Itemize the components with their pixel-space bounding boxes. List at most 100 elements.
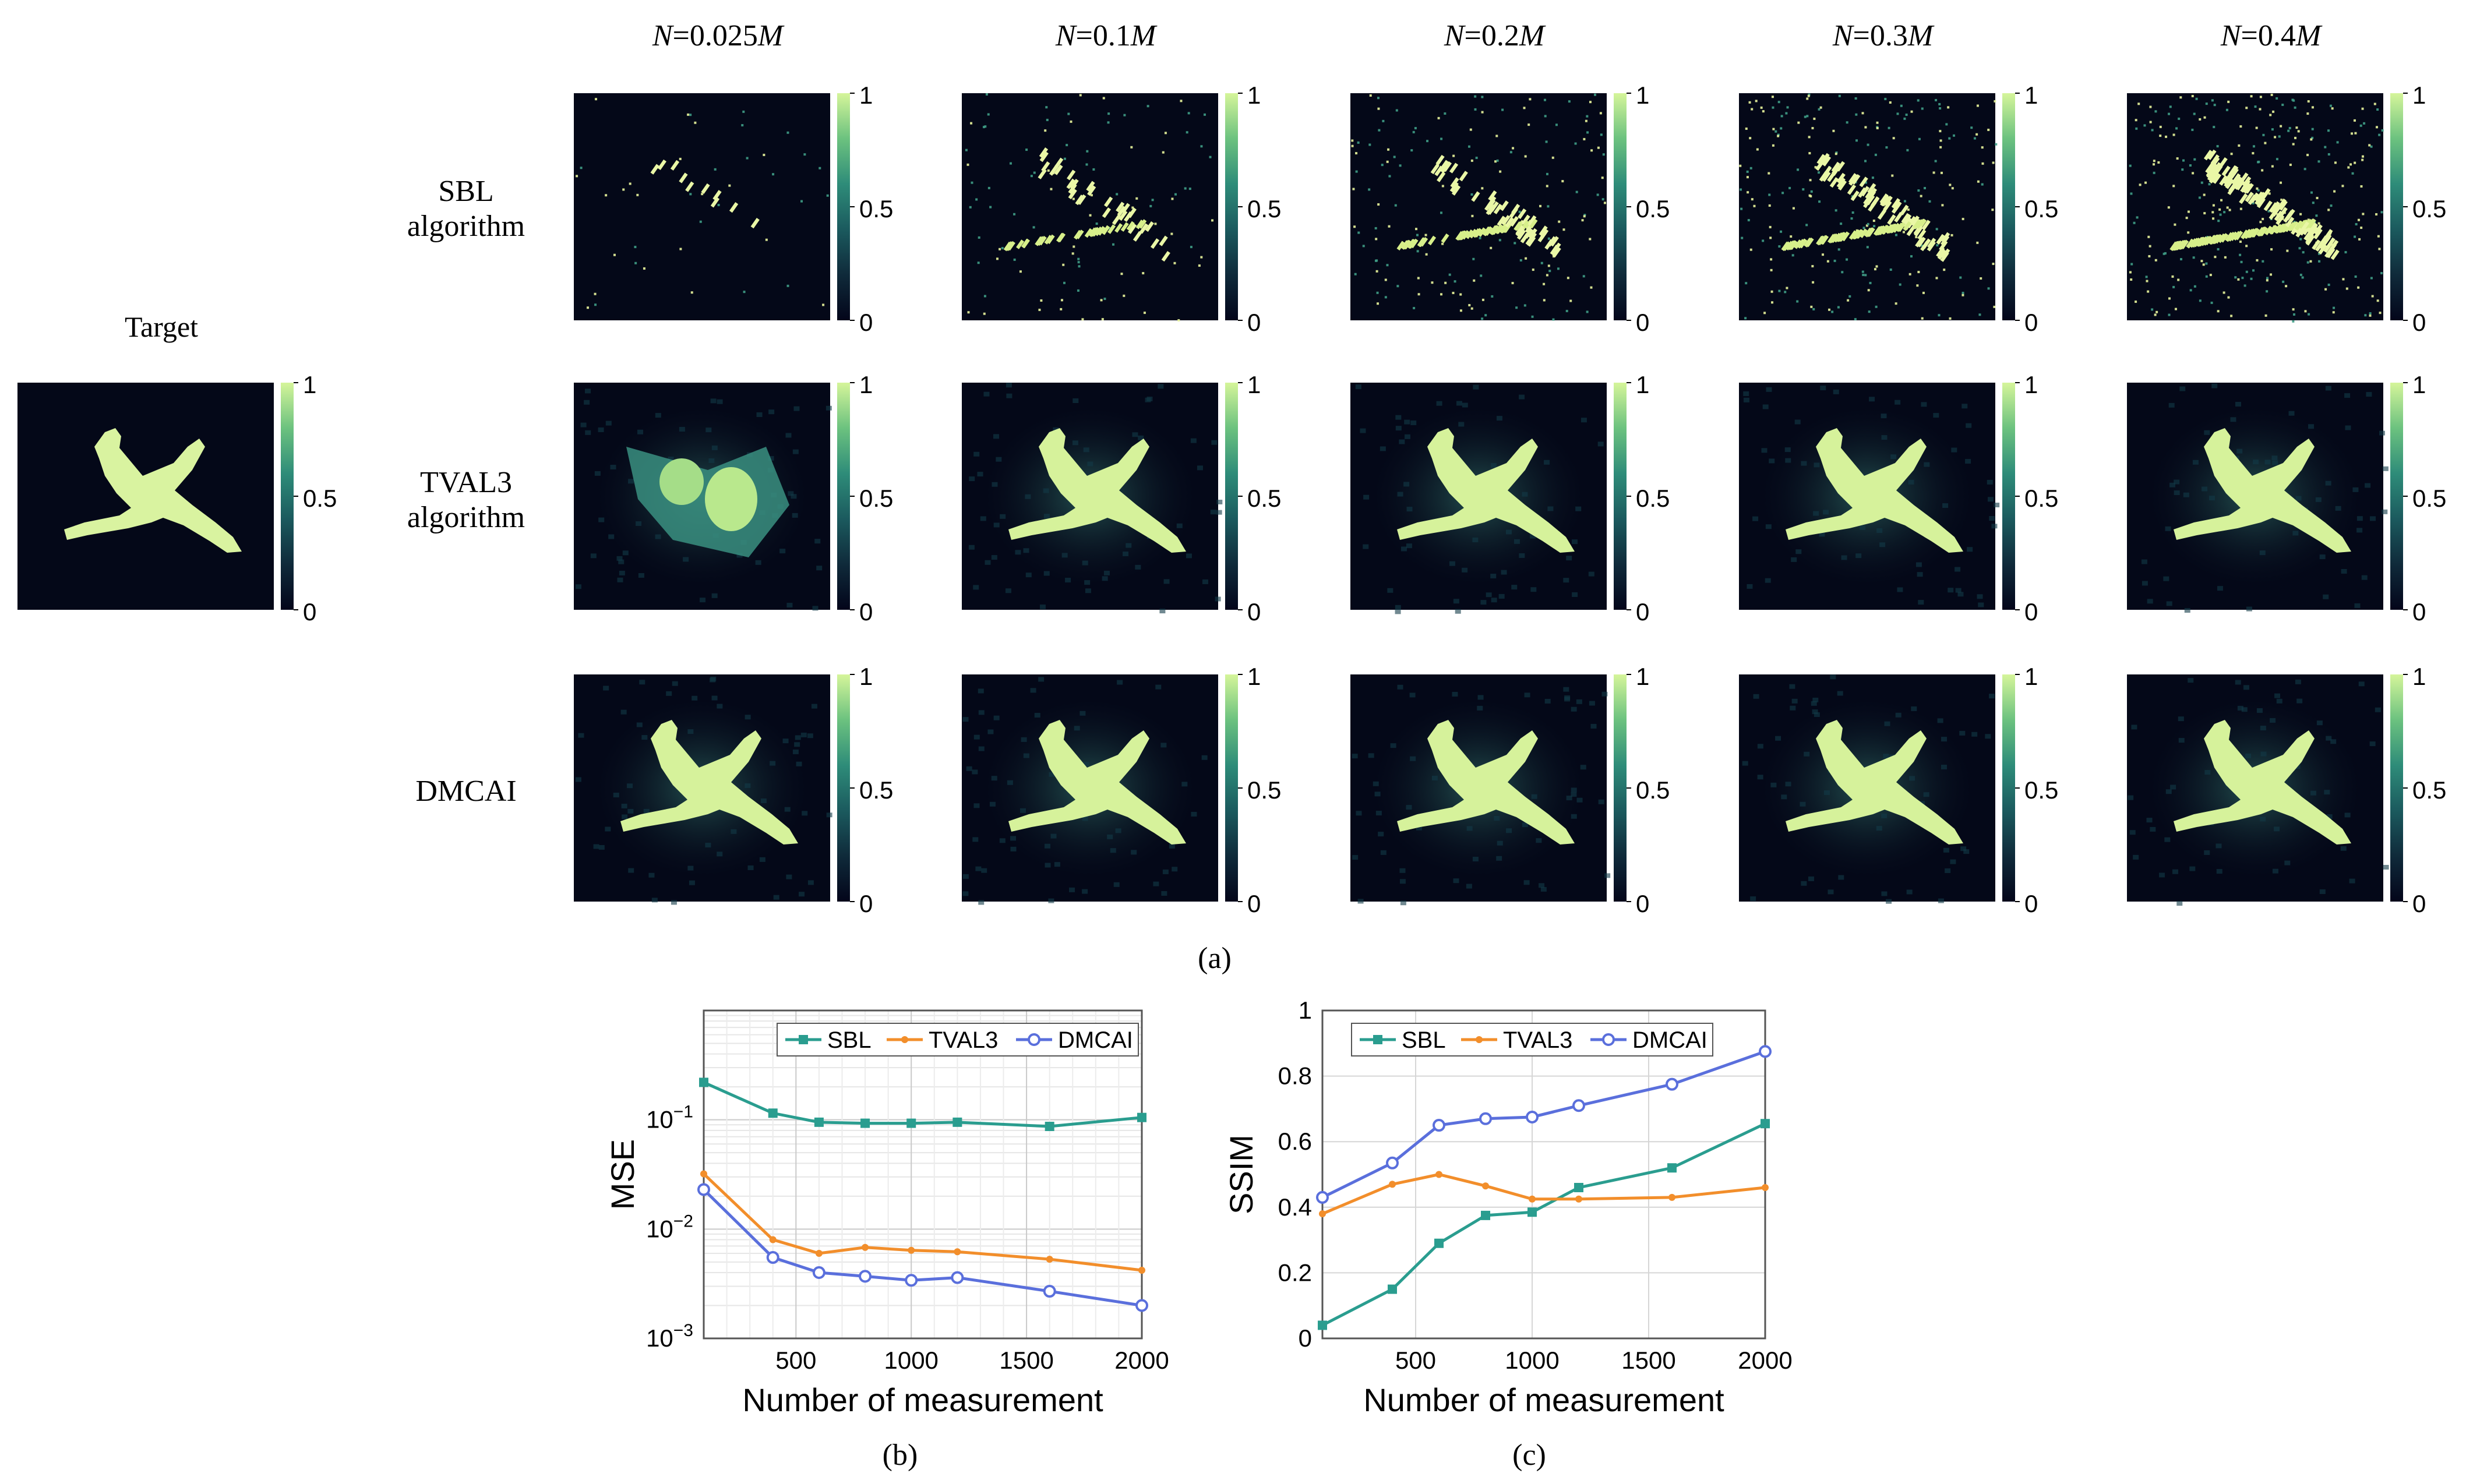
noise-patch bbox=[593, 844, 599, 849]
plane-streak bbox=[1039, 147, 1049, 158]
noise-patch bbox=[613, 793, 619, 798]
noise-dot bbox=[2364, 314, 2367, 317]
noise-dot bbox=[2217, 248, 2220, 250]
noise-patch bbox=[1750, 896, 1756, 902]
data-point-dmcai bbox=[812, 1266, 825, 1280]
noise-dot bbox=[1876, 121, 1879, 124]
noise-patch bbox=[2369, 741, 2376, 747]
noise-dot bbox=[1896, 112, 1899, 115]
noise-dot bbox=[2285, 285, 2288, 288]
noise-patch bbox=[2216, 869, 2222, 874]
noise-dot bbox=[1009, 162, 1012, 165]
noise-patch bbox=[2379, 430, 2385, 436]
noise-patch bbox=[784, 807, 791, 812]
plane-streak bbox=[2219, 175, 2228, 186]
noise-dot bbox=[2333, 190, 2336, 193]
panel-label-b: (b) bbox=[883, 1439, 918, 1472]
noise-dot bbox=[1546, 185, 1548, 188]
noise-dot bbox=[2292, 143, 2295, 146]
noise-patch bbox=[1890, 454, 1897, 460]
noise-patch bbox=[1410, 756, 1416, 761]
noise-dot bbox=[1045, 106, 1048, 109]
plane-streak bbox=[1497, 215, 1506, 227]
noise-dot bbox=[2130, 278, 2133, 281]
noise-dot bbox=[1070, 120, 1073, 123]
noise-patch bbox=[1820, 386, 1826, 391]
noise-dot bbox=[1921, 244, 1924, 247]
noise-dot bbox=[1501, 108, 1504, 111]
noise-dot bbox=[1211, 219, 1214, 222]
noise-dot bbox=[1417, 277, 1420, 280]
noise-dot bbox=[2252, 269, 2255, 272]
plane-streak bbox=[1903, 221, 1911, 231]
noise-dot bbox=[2175, 127, 2178, 130]
noise-patch bbox=[1761, 448, 1768, 453]
plane-streak bbox=[2309, 226, 2318, 237]
noise-dot bbox=[984, 125, 987, 128]
noise-dot bbox=[1410, 149, 1413, 152]
noise-dot bbox=[1100, 299, 1103, 302]
plane-streak bbox=[1007, 241, 1015, 251]
noise-dot bbox=[2169, 105, 2172, 108]
colorbar-tick-label: 0.5 bbox=[1247, 776, 1281, 804]
noise-dot bbox=[2262, 133, 2265, 136]
noise-dot bbox=[2159, 135, 2162, 137]
noise-dot bbox=[1103, 298, 1106, 301]
plane-streak bbox=[1915, 236, 1924, 248]
noise-patch bbox=[972, 837, 979, 842]
image-tile-sbl-3: 10.50 bbox=[1739, 82, 2058, 336]
noise-patch bbox=[745, 715, 751, 720]
noise-patch bbox=[1918, 600, 1924, 605]
noise-patch bbox=[1869, 397, 1875, 402]
noise-patch bbox=[1841, 555, 1847, 560]
plane-streak bbox=[1515, 225, 1525, 236]
colorbar: 10.50 bbox=[1614, 663, 1670, 917]
noise-dot bbox=[1543, 282, 1546, 285]
noise-patch bbox=[972, 769, 978, 775]
plane-streak bbox=[1850, 190, 1860, 202]
noise-patch bbox=[2308, 424, 2315, 429]
data-point-tval3 bbox=[1046, 1256, 1053, 1263]
noise-patch bbox=[985, 560, 991, 565]
noise-patch bbox=[708, 458, 715, 463]
legend-marker bbox=[1028, 1033, 1040, 1046]
noise-patch bbox=[975, 866, 982, 871]
noise-dot bbox=[2301, 276, 2304, 279]
noise-dot bbox=[1544, 115, 1547, 118]
noise-patch bbox=[785, 433, 792, 438]
x-tick-label: 1500 bbox=[999, 1347, 1053, 1374]
plane-streak bbox=[1871, 196, 1880, 207]
plane-streak bbox=[1440, 162, 1449, 173]
noise-dot bbox=[1416, 250, 1419, 253]
data-point-sbl bbox=[1527, 1207, 1537, 1217]
noise-patch bbox=[2324, 790, 2330, 795]
colorbar: 10.50 bbox=[1614, 82, 1670, 336]
noise-dot bbox=[690, 291, 693, 294]
noise-patch bbox=[1908, 479, 1914, 485]
data-point-dmcai bbox=[1135, 1299, 1148, 1312]
noise-dot bbox=[1077, 257, 1080, 260]
noise-dot bbox=[2130, 192, 2133, 195]
plane-streak bbox=[1400, 240, 1409, 250]
colorbar-tick-label: 0.5 bbox=[1636, 485, 1670, 512]
noise-patch bbox=[755, 560, 761, 565]
noise-patch bbox=[1021, 737, 1027, 742]
noise-patch bbox=[2340, 846, 2347, 851]
noise-dot bbox=[2332, 311, 2335, 314]
noise-dot bbox=[1180, 100, 1183, 103]
noise-dot bbox=[1470, 193, 1473, 196]
noise-dot bbox=[2312, 202, 2315, 204]
colorbar-tick-label: 1 bbox=[2412, 371, 2426, 398]
plane-streak bbox=[701, 183, 710, 195]
colorbar-tick-label: 0.5 bbox=[1247, 485, 1281, 512]
plane-streak bbox=[1500, 200, 1509, 211]
noise-dot bbox=[2317, 222, 2320, 225]
noise-patch bbox=[1082, 560, 1088, 566]
noise-patch bbox=[575, 584, 581, 589]
noise-dot bbox=[1834, 209, 1837, 212]
plane-streak bbox=[2235, 179, 2245, 190]
data-point-dmcai bbox=[1572, 1099, 1585, 1112]
noise-dot bbox=[1511, 282, 1514, 285]
noise-dot bbox=[1019, 270, 1022, 273]
plane-streak bbox=[1787, 241, 1795, 250]
